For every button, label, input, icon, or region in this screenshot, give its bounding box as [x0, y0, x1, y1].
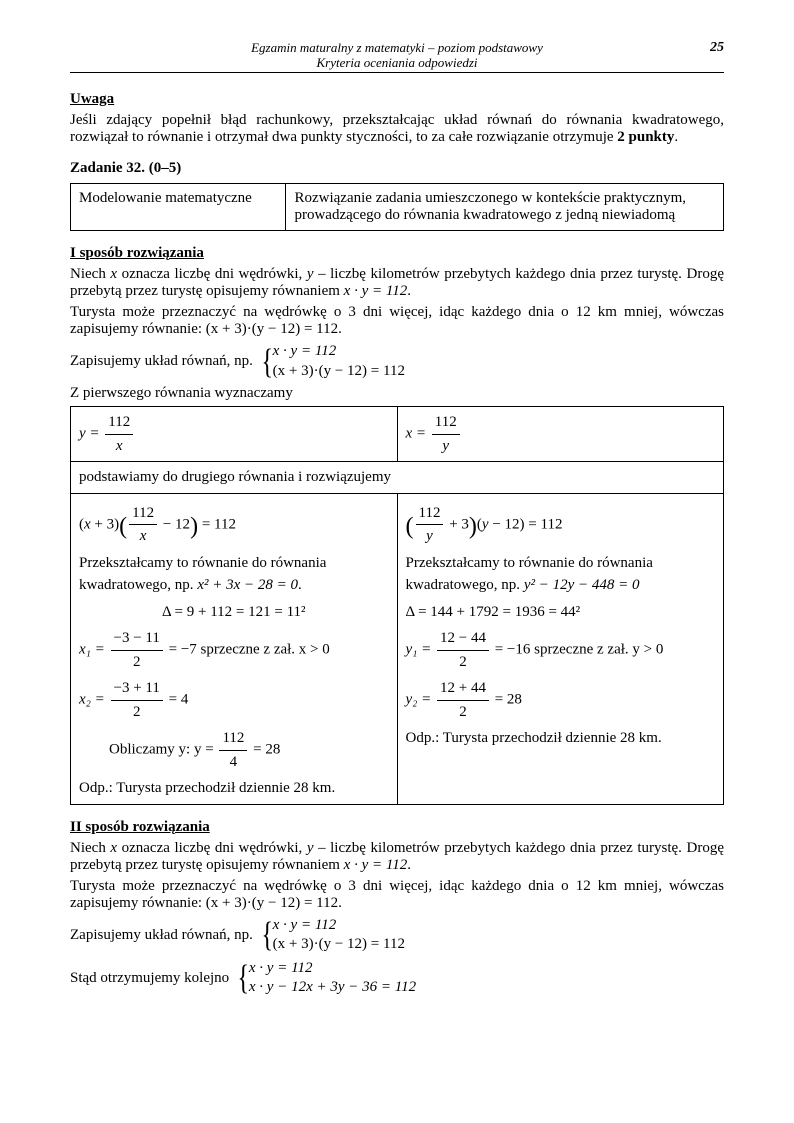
header-title: Egzamin maturalny z matematyki – poziom … — [70, 40, 724, 55]
header-rule — [70, 72, 724, 73]
soln-r1c1: y = 112x — [71, 407, 398, 462]
soln-r3c1: (x + 3)(112x − 12) = 112 Przekształcamy … — [71, 493, 398, 804]
zadanie-table: Modelowanie matematyczne Rozwiązanie zad… — [70, 183, 724, 231]
page: 25 Egzamin maturalny z matematyki – pozi… — [0, 0, 794, 1123]
sposob2-p4: Stąd otrzymujemy kolejno x · y = 112 x ·… — [70, 959, 724, 998]
zadanie-col2: Rozwiązanie zadania umieszczonego w kont… — [286, 184, 724, 231]
sposob2-system1: x · y = 112 (x + 3)·(y − 12) = 112 — [259, 916, 405, 955]
header-subtitle: Kryteria oceniania odpowiedzi — [70, 55, 724, 70]
sposob2-p1: Niech x oznacza liczbę dni wędrówki, y –… — [70, 840, 724, 874]
sposob1-p3: Zapisujemy układ równań, np. x · y = 112… — [70, 342, 724, 381]
uwaga-body: Jeśli zdający popełnił błąd rachunkowy, … — [70, 112, 724, 146]
soln-r1c2: x = 112y — [397, 407, 724, 462]
sposob1-p1: Niech x oznacza liczbę dni wędrówki, y –… — [70, 266, 724, 300]
uwaga-heading: Uwaga — [70, 91, 724, 108]
page-number: 25 — [710, 40, 724, 55]
sposob1-p4: Z pierwszego równania wyznaczamy — [70, 385, 724, 402]
sposob2-system2: x · y = 112 x · y − 12x + 3y − 36 = 112 — [235, 959, 416, 998]
soln-r3c2: (112y + 3)(y − 12) = 112 Przekształcamy … — [397, 493, 724, 804]
sposob1-system: x · y = 112 (x + 3)·(y − 12) = 112 — [259, 342, 405, 381]
sposob1-heading: I sposób rozwiązania — [70, 245, 724, 262]
sposob2-heading: II sposób rozwiązania — [70, 819, 724, 836]
zadanie-heading: Zadanie 32. (0–5) — [70, 160, 724, 177]
sposob2-p3: Zapisujemy układ równań, np. x · y = 112… — [70, 916, 724, 955]
page-header: 25 Egzamin maturalny z matematyki – pozi… — [70, 40, 724, 70]
sposob1-p2: Turysta może przeznaczyć na wędrówkę o 3… — [70, 304, 724, 338]
soln-r2: podstawiamy do drugiego równania i rozwi… — [71, 462, 724, 494]
solution-table: y = 112x x = 112y podstawiamy do drugieg… — [70, 406, 724, 805]
sposob2-p2: Turysta może przeznaczyć na wędrówkę o 3… — [70, 878, 724, 912]
zadanie-col1: Modelowanie matematyczne — [71, 184, 286, 231]
